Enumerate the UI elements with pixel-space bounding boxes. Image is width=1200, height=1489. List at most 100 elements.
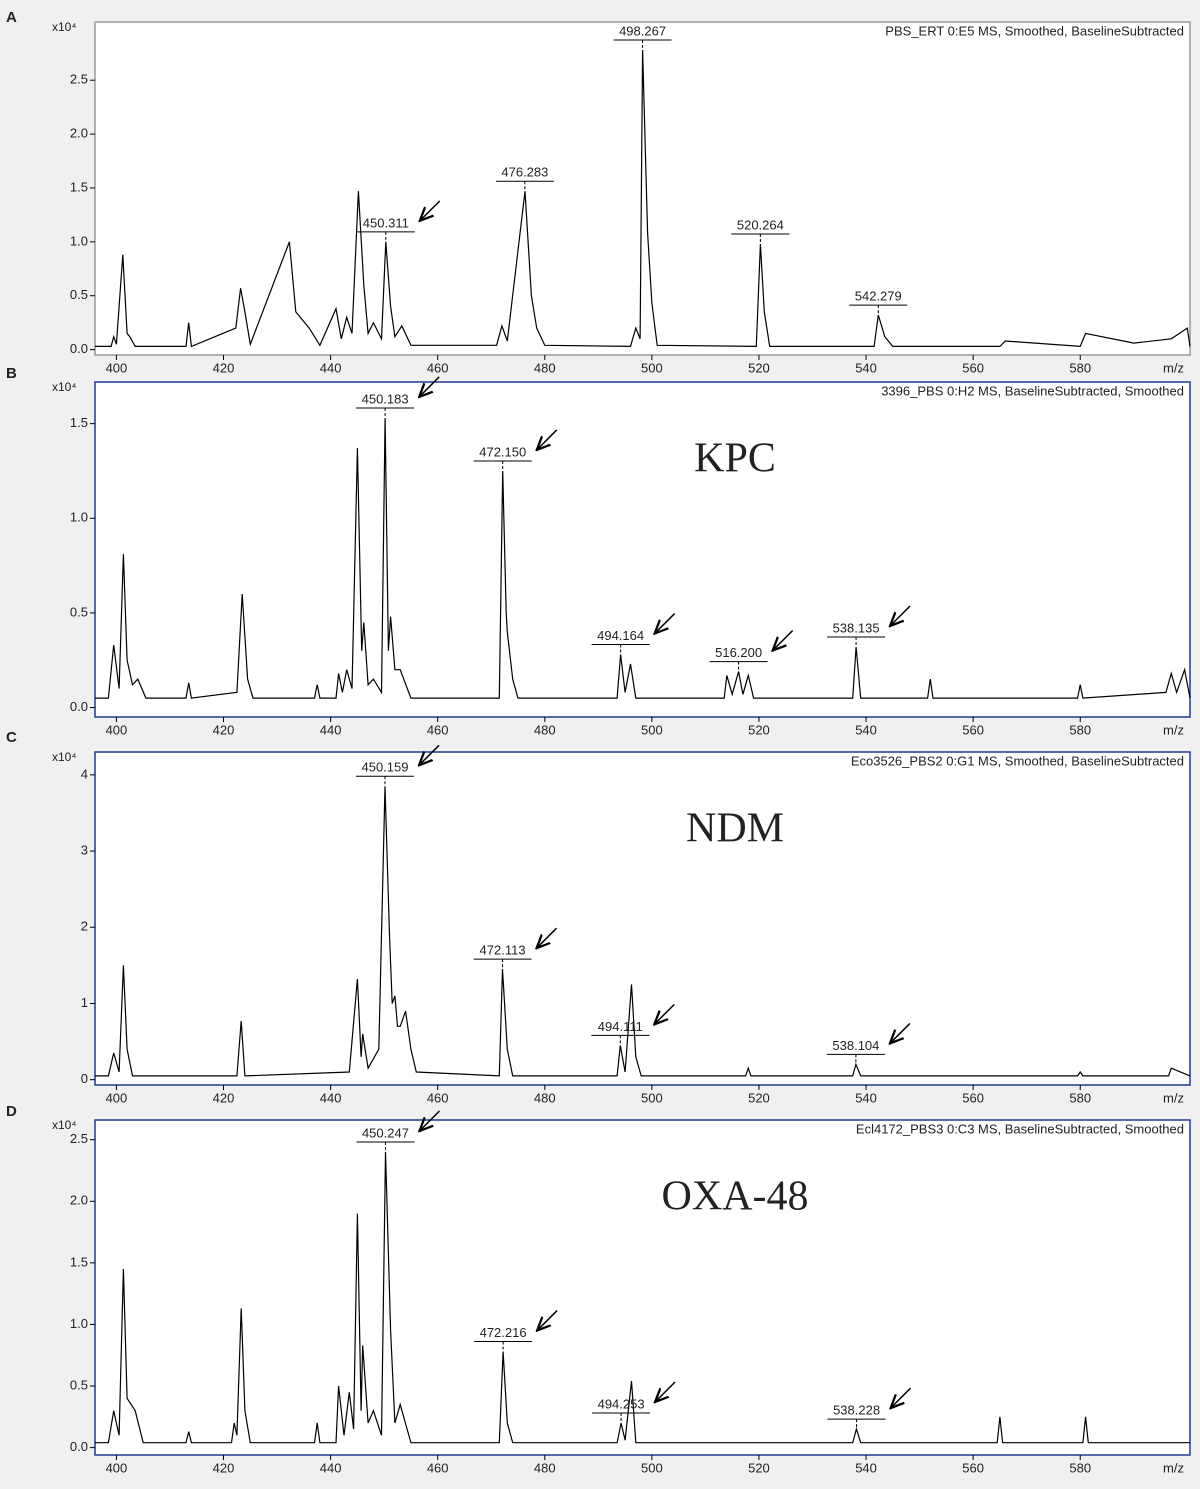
peak-label: 494.253 (598, 1396, 645, 1411)
y-tick-label: 0.5 (70, 287, 88, 302)
arrow (655, 1381, 676, 1402)
x-tick-label: 400 (106, 360, 128, 375)
x-tick-label: 560 (962, 722, 984, 737)
x-tick-label: 520 (748, 1090, 770, 1105)
arrow (420, 200, 441, 221)
peak-label: 494.111 (598, 1019, 643, 1034)
peak-label: 472.150 (479, 444, 526, 459)
arrow (890, 1022, 911, 1043)
panel-title: PBS_ERT 0:E5 MS, Smoothed, BaselineSubtr… (885, 23, 1184, 38)
plot-area (94, 751, 1191, 1086)
x-tick-label: 560 (962, 1460, 984, 1475)
panel-letter: B (6, 365, 17, 382)
arrow (419, 1110, 440, 1131)
x-tick-label: 440 (320, 722, 342, 737)
peak-label: 538.135 (833, 620, 880, 635)
peak-label: 542.279 (855, 289, 902, 304)
peak-label: 472.216 (480, 1325, 527, 1340)
x-tick-label: 400 (106, 1460, 128, 1475)
y-tick-label: 2.5 (70, 1131, 88, 1146)
spectrum-line (95, 417, 1191, 699)
y-tick-label: 0 (81, 1071, 88, 1086)
x-tick-label: 400 (106, 722, 128, 737)
y-multiplier: x10⁴ (52, 1118, 77, 1132)
x-tick-label: 540 (855, 1460, 877, 1475)
x-tick-label: 560 (962, 1090, 984, 1105)
x-tick-label: 440 (320, 1460, 342, 1475)
x-tick-label: 480 (534, 1460, 556, 1475)
y-tick-label: 2.5 (70, 72, 88, 87)
x-axis-label: m/z (1163, 1090, 1184, 1105)
peak-label: 450.159 (361, 760, 408, 775)
x-tick-label: 520 (748, 1460, 770, 1475)
x-tick-label: 440 (320, 1090, 342, 1105)
x-tick-label: 580 (1069, 360, 1091, 375)
x-tick-label: 420 (213, 360, 235, 375)
x-tick-label: 460 (427, 1090, 449, 1105)
x-tick-label: 580 (1069, 1090, 1091, 1105)
arrow (537, 429, 558, 450)
plot-area (94, 381, 1191, 718)
peak-label: 472.113 (480, 943, 526, 958)
x-axis-label: m/z (1163, 1460, 1184, 1475)
peak-label: 450.183 (362, 391, 409, 406)
x-tick-label: 420 (213, 1090, 235, 1105)
annotation: KPC (694, 436, 776, 482)
y-tick-label: 1.0 (70, 510, 88, 525)
x-tick-label: 420 (213, 722, 235, 737)
arrow (419, 744, 440, 765)
arrow (655, 613, 676, 634)
peak-label: 538.228 (833, 1403, 880, 1418)
y-tick-label: 1.0 (70, 1316, 88, 1331)
annotation: OXA-48 (662, 1174, 809, 1220)
y-tick-label: 1.5 (70, 179, 88, 194)
x-tick-label: 460 (427, 722, 449, 737)
plot-area (94, 1119, 1191, 1456)
y-tick-label: 4 (81, 766, 88, 781)
y-tick-label: 0.5 (70, 604, 88, 619)
x-tick-label: 540 (855, 1090, 877, 1105)
y-tick-label: 0.0 (70, 1439, 88, 1454)
arrow (654, 1003, 675, 1024)
x-tick-label: 540 (855, 360, 877, 375)
peak-label: 450.311 (363, 215, 409, 230)
x-tick-label: 500 (641, 1460, 663, 1475)
peak-label: 450.247 (362, 1125, 409, 1140)
y-tick-label: 1.5 (70, 1254, 88, 1269)
x-tick-label: 580 (1069, 1460, 1091, 1475)
arrow (891, 1387, 912, 1408)
y-tick-label: 1.5 (70, 415, 88, 430)
panel-title: Eco3526_PBS2 0:G1 MS, Smoothed, Baseline… (851, 753, 1184, 768)
y-tick-label: 3 (81, 842, 88, 857)
peak-label: 498.267 (619, 23, 666, 38)
arrow (537, 927, 558, 948)
arrow (537, 1310, 558, 1331)
y-multiplier: x10⁴ (52, 750, 77, 764)
y-tick-label: 2 (81, 919, 88, 934)
spectrum-line (95, 786, 1191, 1077)
x-tick-label: 580 (1069, 722, 1091, 737)
y-tick-label: 0.0 (70, 699, 88, 714)
x-tick-label: 440 (320, 360, 342, 375)
y-tick-label: 1.0 (70, 233, 88, 248)
x-tick-label: 520 (748, 360, 770, 375)
x-tick-label: 480 (534, 722, 556, 737)
y-tick-label: 0.0 (70, 341, 88, 356)
x-tick-label: 400 (106, 1090, 128, 1105)
panel-letter: C (6, 729, 17, 746)
x-tick-label: 420 (213, 1460, 235, 1475)
x-tick-label: 480 (534, 1090, 556, 1105)
annotation: NDM (686, 806, 784, 852)
peak-label: 494.164 (597, 628, 644, 643)
arrow (773, 630, 794, 651)
spectrum-line (95, 1151, 1190, 1444)
y-multiplier: x10⁴ (52, 20, 77, 34)
arrow (419, 376, 440, 397)
panel-letter: D (6, 1103, 17, 1120)
x-tick-label: 520 (748, 722, 770, 737)
x-tick-label: 500 (641, 360, 663, 375)
y-tick-label: 1 (81, 995, 88, 1010)
y-multiplier: x10⁴ (52, 380, 77, 394)
y-tick-label: 2.0 (70, 1193, 88, 1208)
